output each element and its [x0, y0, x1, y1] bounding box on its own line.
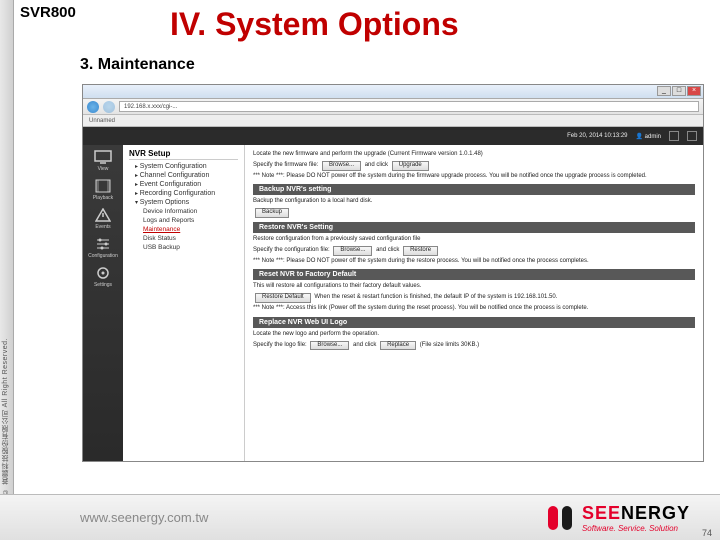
logo-mark-icon [546, 504, 574, 532]
restore-note: *** Note ***: Please DO NOT power off th… [253, 258, 695, 266]
nav-recording-config[interactable]: Recording Configuration [129, 189, 238, 198]
close-button[interactable]: × [687, 86, 701, 96]
replace-button[interactable]: Replace [380, 341, 416, 351]
nav-sub-logs[interactable]: Logs and Reports [129, 216, 238, 225]
restore-heading: Restore NVR's Setting [253, 222, 695, 233]
sidebar-item-settings[interactable]: Settings [88, 265, 118, 288]
restore-button[interactable]: Restore [403, 246, 438, 256]
logo-heading: Replace NVR Web UI Logo [253, 317, 695, 328]
nav-sub-device-info[interactable]: Device Information [129, 207, 238, 216]
sidebar-item-events[interactable]: Events [88, 207, 118, 230]
fullscreen-icon[interactable] [669, 131, 679, 141]
backup-button[interactable]: Backup [255, 208, 289, 218]
backup-heading: Backup NVR's setting [253, 184, 695, 195]
copyright-strip: Copyright © 蒼震科技股份有限公司 All Right Reserve… [0, 0, 14, 540]
logo-text: SEENERGY Software. Service. Solution [582, 503, 690, 533]
reset-note: *** Note ***: Access this link (Power of… [253, 305, 695, 313]
sub-number: 3. [80, 56, 93, 73]
nav-sub-disk[interactable]: Disk Status [129, 234, 238, 243]
browser-tab[interactable]: Unnamed [83, 115, 703, 127]
logo-browse-button[interactable]: Browse... [310, 341, 349, 351]
min-button[interactable]: _ [657, 86, 671, 96]
slide-title: IV. System Options [170, 6, 459, 43]
firmware-note: *** Note ***: Please DO NOT power off th… [253, 173, 695, 181]
tv-icon [94, 149, 112, 165]
nav-sub-maintenance[interactable]: Maintenance [129, 225, 238, 234]
max-button[interactable]: □ [672, 86, 686, 96]
sub-text: Maintenance [98, 56, 195, 73]
upgrade-button[interactable]: Upgrade [392, 161, 429, 171]
brand-tagline: Software. Service. Solution [582, 524, 690, 533]
power-icon[interactable] [687, 131, 697, 141]
browser-titlebar: _ □ × [83, 85, 703, 99]
browser-window: _ □ × 192.168.x.xxx/cgi-... Unnamed Feb … [82, 84, 704, 462]
reset-heading: Reset NVR to Factory Default [253, 269, 695, 280]
reset-default-button[interactable]: Restore Default [255, 293, 311, 303]
firmware-row: Specify the firmware file: Browse... and… [253, 161, 695, 171]
nav-channel-config[interactable]: Channel Configuration [129, 171, 238, 180]
restore-browse-button[interactable]: Browse... [333, 246, 372, 256]
content-pane: Locate the new firmware and perform the … [245, 145, 703, 461]
alert-icon [94, 207, 112, 223]
reset-row: Restore Default When the reset & restart… [253, 293, 695, 303]
nav-tree: NVR Setup System Configuration Channel C… [123, 145, 245, 461]
gear-icon [94, 265, 112, 281]
nav-title: NVR Setup [129, 149, 238, 160]
nvr-app: Feb 20, 2014 10:13:29 👤 admin View Playb… [83, 127, 703, 461]
logo-row: Specify the logo file: Browse... and cli… [253, 341, 695, 351]
app-sidebar: View Playback Events Configuration Setti… [83, 145, 123, 461]
restore-desc: Restore configuration from a previously … [253, 236, 695, 244]
nav-event-config[interactable]: Event Configuration [129, 180, 238, 189]
firmware-label: Specify the firmware file: [253, 162, 318, 168]
logo-label: Specify the logo file: [253, 342, 307, 348]
restore-label: Specify the configuration file: [253, 247, 330, 253]
sidebar-item-playback[interactable]: Playback [88, 178, 118, 201]
sidebar-item-config[interactable]: Configuration [88, 236, 118, 259]
film-icon [94, 178, 112, 194]
slide-footer: www.seenergy.com.tw SEENERGY Software. S… [0, 494, 720, 540]
backup-desc: Backup the configuration to a local hard… [253, 198, 695, 206]
browse-button[interactable]: Browse... [322, 161, 361, 171]
restore-row: Specify the configuration file: Browse..… [253, 246, 695, 256]
reset-line1: When the reset & restart function is fin… [314, 294, 557, 300]
sidebar-item-view[interactable]: View [88, 149, 118, 172]
window-controls: _ □ × [657, 86, 701, 96]
user-label: 👤 admin [636, 133, 661, 140]
slide-subtitle: 3. Maintenance [80, 56, 195, 74]
footer-logo: SEENERGY Software. Service. Solution [546, 503, 690, 533]
app-topbar: Feb 20, 2014 10:13:29 👤 admin [83, 127, 703, 145]
datetime-label: Feb 20, 2014 10:13:29 [567, 133, 627, 139]
app-body: View Playback Events Configuration Setti… [83, 145, 703, 461]
forward-button[interactable] [103, 101, 115, 113]
nav-system-options[interactable]: System Options [129, 198, 238, 207]
nav-system-config[interactable]: System Configuration [129, 162, 238, 171]
logo-limit: (File size limits 30KB.) [420, 342, 479, 348]
nav-sub-usb[interactable]: USB Backup [129, 243, 238, 252]
footer-url: www.seenergy.com.tw [80, 510, 208, 525]
url-bar[interactable]: 192.168.x.xxx/cgi-... [119, 101, 699, 112]
reset-desc: This will restore all configurations to … [253, 283, 695, 291]
sliders-icon [94, 236, 112, 252]
firmware-intro: Locate the new firmware and perform the … [253, 151, 695, 159]
back-button[interactable] [87, 101, 99, 113]
brand-name: SEENERGY [582, 503, 690, 524]
logo-desc: Locate the new logo and perform the oper… [253, 331, 695, 339]
browser-toolbar: 192.168.x.xxx/cgi-... [83, 99, 703, 115]
page-number: 74 [702, 528, 712, 538]
